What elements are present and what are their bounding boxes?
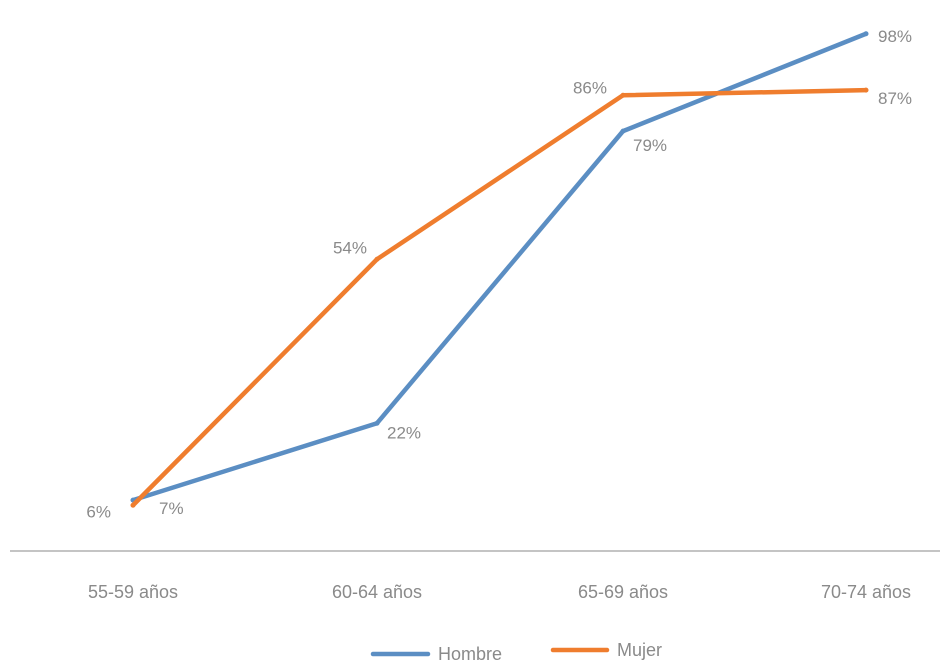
series-line-hombre bbox=[130, 31, 869, 503]
x-tick-label-4: 70-74 años bbox=[821, 582, 911, 602]
legend-label-hombre: Hombre bbox=[438, 644, 502, 662]
x-axis-ticks: 55-59 años 60-64 años 65-69 años 70-74 años bbox=[88, 582, 911, 602]
data-point-mujer-3 bbox=[620, 92, 626, 98]
x-tick-label-2: 60-64 años bbox=[332, 582, 422, 602]
series-line-mujer bbox=[130, 87, 869, 508]
data-point-mujer-4 bbox=[863, 87, 869, 93]
data-point-mujer-1 bbox=[130, 502, 136, 508]
legend-item-hombre: Hombre bbox=[370, 644, 502, 664]
data-label-mujer-4: 87% bbox=[878, 89, 912, 108]
legend-item-mujer: Mujer bbox=[550, 640, 662, 660]
data-label-hombre-2: 22% bbox=[387, 423, 421, 442]
data-labels: 7% 22% 79% 98% 6% 54% 86% 87% bbox=[86, 27, 912, 522]
legend-label-mujer: Mujer bbox=[617, 640, 662, 660]
data-label-hombre-4: 98% bbox=[878, 27, 912, 46]
x-tick-label-1: 55-59 años bbox=[88, 582, 178, 602]
data-point-mujer-2 bbox=[374, 256, 380, 262]
data-point-hombre-4 bbox=[863, 31, 869, 37]
legend: Hombre Mujer bbox=[370, 640, 662, 664]
data-label-mujer-3: 86% bbox=[573, 78, 607, 97]
data-label-hombre-3: 79% bbox=[633, 136, 667, 155]
x-tick-label-3: 65-69 años bbox=[578, 582, 668, 602]
data-point-hombre-3 bbox=[620, 128, 626, 134]
data-label-mujer-2: 54% bbox=[333, 238, 367, 257]
series-layer bbox=[130, 31, 869, 508]
data-point-hombre-2 bbox=[374, 420, 380, 426]
data-label-hombre-1: 7% bbox=[159, 499, 184, 518]
data-label-mujer-1: 6% bbox=[86, 502, 111, 521]
